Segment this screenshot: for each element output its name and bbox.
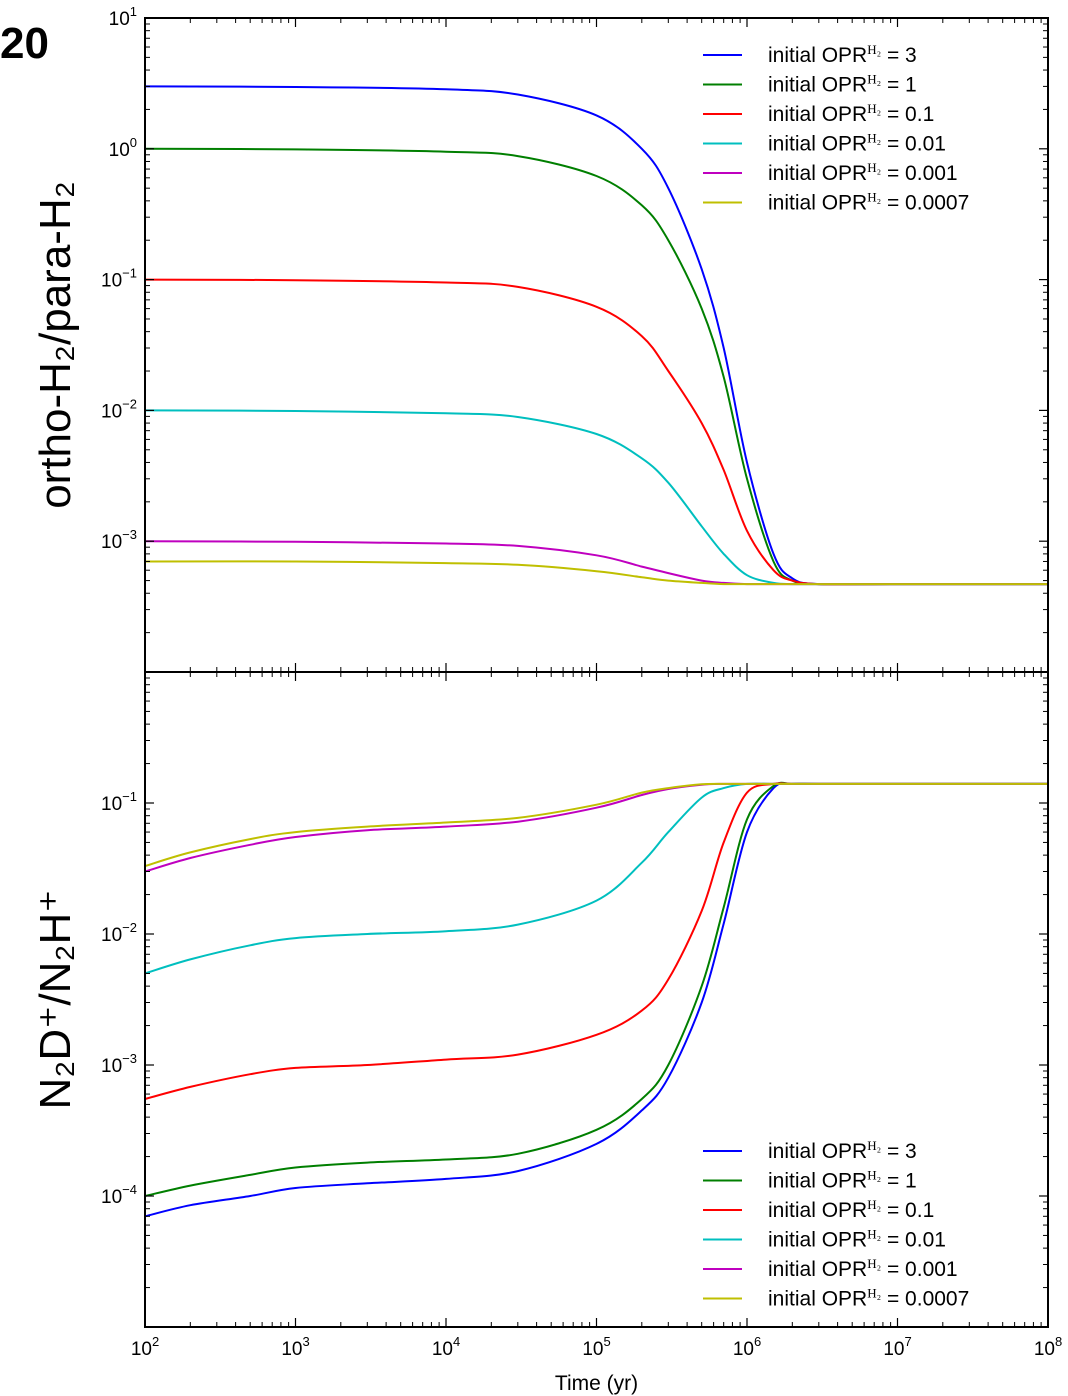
- axis-ticks: [144, 671, 1049, 1328]
- x-tick-label: 107: [883, 1334, 911, 1360]
- legend-entry-label: initial OPRH₂ = 0.01: [768, 131, 946, 156]
- legend-entry-label: initial OPRH₂ = 0.001: [768, 160, 958, 185]
- legend: initial OPRH₂ = 3 initial OPRH₂ = 1 initia…: [703, 42, 969, 215]
- series-line-1: [145, 781, 1048, 1197]
- series-line-4: [145, 540, 1048, 586]
- series-line-2: [145, 278, 1048, 586]
- x-tick-label: 105: [582, 1334, 610, 1360]
- x-tick-label: 103: [281, 1334, 309, 1360]
- y-tick-label: 10−3: [101, 527, 137, 553]
- y-tick-label: 10−1: [101, 266, 137, 292]
- legend-entry-label: initial OPRH₂ = 0.0007: [768, 1286, 969, 1311]
- x-tick-label: 102: [131, 1334, 159, 1360]
- series-line-4: [145, 782, 1048, 873]
- legend-entry-label: initial OPRH₂ = 0.001: [768, 1256, 958, 1281]
- legend-entry-label: initial OPRH₂ = 0.1: [768, 101, 934, 126]
- bottom-panel: 10−1 10−2 10−3 10−4 102 103 104 105 106 107 108 N₂D…: [31, 671, 1062, 1395]
- series-line-2: [145, 782, 1048, 1100]
- series-lines: [145, 781, 1048, 1218]
- legend-entry-label: initial OPRH₂ = 0.1: [768, 1197, 934, 1222]
- series-line-5: [145, 560, 1048, 586]
- y-axis-label: N₂D⁺/N₂H⁺: [31, 890, 80, 1110]
- y-tick-label: 10−4: [101, 1182, 137, 1208]
- legend-entry-label: initial OPRH₂ = 1: [768, 1168, 917, 1193]
- x-tick-label: 106: [733, 1334, 761, 1360]
- series-line-3: [145, 409, 1048, 586]
- legend-entry-label: initial OPRH₂ = 3: [768, 1138, 917, 1163]
- legend-entry-label: initial OPRH₂ = 0.0007: [768, 190, 969, 215]
- figure-number-label: 20: [0, 19, 49, 68]
- top-panel: 101 100 10−1 10−2 10−3 ortho-H₂/para-H₂ initia…: [31, 4, 1049, 673]
- series-lines: [145, 85, 1048, 586]
- y-tick-label: 10−2: [101, 920, 137, 946]
- y-tick-label: 100: [109, 135, 137, 161]
- y-tick-label: 10−3: [101, 1051, 137, 1077]
- legend-entry-label: initial OPRH₂ = 3: [768, 42, 917, 67]
- legend-entry-label: initial OPRH₂ = 0.01: [768, 1227, 946, 1252]
- x-tick-label: 104: [432, 1334, 460, 1360]
- legend-entry-label: initial OPRH₂ = 1: [768, 72, 917, 97]
- series-line-5: [145, 782, 1048, 868]
- y-axis-label: ortho-H₂/para-H₂: [31, 181, 80, 509]
- series-line-3: [145, 782, 1048, 975]
- x-tick-label: 108: [1034, 1334, 1062, 1360]
- legend: initial OPRH₂ = 3 initial OPRH₂ = 1 initia…: [703, 1138, 969, 1311]
- y-tick-label: 101: [109, 4, 137, 30]
- y-tick-label: 10−1: [101, 789, 137, 815]
- x-axis-label: Time (yr): [555, 1372, 638, 1395]
- y-tick-label: 10−2: [101, 396, 137, 422]
